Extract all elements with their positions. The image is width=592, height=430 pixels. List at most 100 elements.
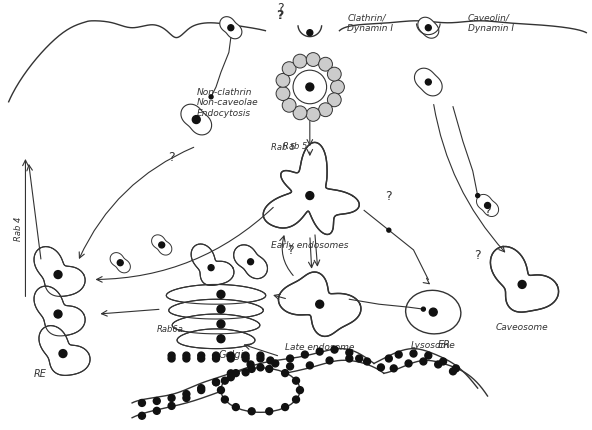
Circle shape <box>476 194 480 198</box>
Circle shape <box>297 387 304 393</box>
Circle shape <box>293 71 327 104</box>
Text: ?: ? <box>277 3 284 15</box>
Circle shape <box>318 58 333 72</box>
Polygon shape <box>414 69 442 97</box>
Circle shape <box>248 366 255 372</box>
Circle shape <box>139 412 146 419</box>
Circle shape <box>183 355 190 362</box>
Circle shape <box>209 95 213 100</box>
Circle shape <box>257 364 264 371</box>
Circle shape <box>363 358 371 365</box>
Circle shape <box>425 352 432 359</box>
Circle shape <box>183 395 190 402</box>
Circle shape <box>183 391 190 398</box>
Circle shape <box>242 352 249 359</box>
Polygon shape <box>110 253 130 273</box>
Text: ?: ? <box>484 204 491 218</box>
Circle shape <box>452 365 459 372</box>
Circle shape <box>227 374 234 381</box>
Ellipse shape <box>406 291 461 334</box>
Circle shape <box>213 379 220 386</box>
Circle shape <box>266 408 273 415</box>
Circle shape <box>292 396 300 403</box>
Circle shape <box>318 104 333 117</box>
Text: Clathrin/
Dynamin I: Clathrin/ Dynamin I <box>348 14 393 33</box>
Text: ?: ? <box>287 244 294 257</box>
Polygon shape <box>490 247 559 312</box>
Circle shape <box>293 55 307 69</box>
Circle shape <box>316 348 323 355</box>
Circle shape <box>405 360 412 367</box>
Polygon shape <box>39 326 90 375</box>
Circle shape <box>227 355 234 362</box>
Circle shape <box>233 404 239 411</box>
Circle shape <box>159 243 165 249</box>
Circle shape <box>356 355 363 362</box>
Circle shape <box>217 291 225 298</box>
Polygon shape <box>418 18 439 39</box>
Text: Caveolin/
Dynamin I: Caveolin/ Dynamin I <box>468 14 514 33</box>
Text: ?: ? <box>168 150 175 163</box>
Circle shape <box>221 396 229 403</box>
Ellipse shape <box>221 368 300 412</box>
Circle shape <box>435 361 442 368</box>
Circle shape <box>221 378 229 384</box>
Circle shape <box>213 355 220 362</box>
Circle shape <box>198 355 205 362</box>
Circle shape <box>242 369 249 376</box>
Circle shape <box>233 370 239 377</box>
Polygon shape <box>220 18 242 40</box>
Circle shape <box>168 355 175 362</box>
Circle shape <box>327 68 341 82</box>
Circle shape <box>198 387 205 393</box>
Circle shape <box>227 370 234 377</box>
Text: Early endosomes: Early endosomes <box>271 240 349 249</box>
Polygon shape <box>234 245 268 279</box>
Circle shape <box>378 364 384 371</box>
Circle shape <box>242 355 249 362</box>
Circle shape <box>306 192 314 200</box>
Circle shape <box>420 358 427 365</box>
Circle shape <box>139 399 146 406</box>
Circle shape <box>425 26 432 32</box>
Text: Caveosome: Caveosome <box>496 322 548 331</box>
Circle shape <box>330 81 345 95</box>
Polygon shape <box>169 300 263 319</box>
Circle shape <box>306 108 320 122</box>
Polygon shape <box>477 195 498 217</box>
Circle shape <box>248 408 255 415</box>
Circle shape <box>316 301 324 308</box>
Text: Golgi: Golgi <box>218 349 243 359</box>
Text: Late endosome: Late endosome <box>285 342 355 351</box>
Text: Lysosome: Lysosome <box>411 340 456 349</box>
Circle shape <box>208 265 214 271</box>
Circle shape <box>395 351 402 358</box>
Circle shape <box>306 84 314 92</box>
Circle shape <box>228 26 234 32</box>
Text: RE: RE <box>33 369 46 378</box>
Text: Rab6a: Rab6a <box>157 325 184 334</box>
Circle shape <box>422 307 425 311</box>
Circle shape <box>292 378 300 384</box>
Circle shape <box>272 360 279 367</box>
Text: ?: ? <box>474 249 481 262</box>
Circle shape <box>282 370 288 377</box>
Circle shape <box>198 352 205 359</box>
Circle shape <box>153 398 160 405</box>
Text: Rab 5: Rab 5 <box>284 142 308 151</box>
Circle shape <box>267 357 274 364</box>
Polygon shape <box>172 314 260 334</box>
Circle shape <box>387 229 391 233</box>
Circle shape <box>385 355 392 362</box>
Circle shape <box>327 94 341 108</box>
Polygon shape <box>34 247 85 297</box>
Circle shape <box>192 117 200 124</box>
Circle shape <box>213 352 220 359</box>
Circle shape <box>301 351 308 358</box>
Text: Rab 5: Rab 5 <box>271 142 295 151</box>
Circle shape <box>213 379 220 386</box>
Circle shape <box>293 107 307 120</box>
Circle shape <box>346 355 353 362</box>
Circle shape <box>287 355 294 362</box>
Polygon shape <box>34 286 85 336</box>
